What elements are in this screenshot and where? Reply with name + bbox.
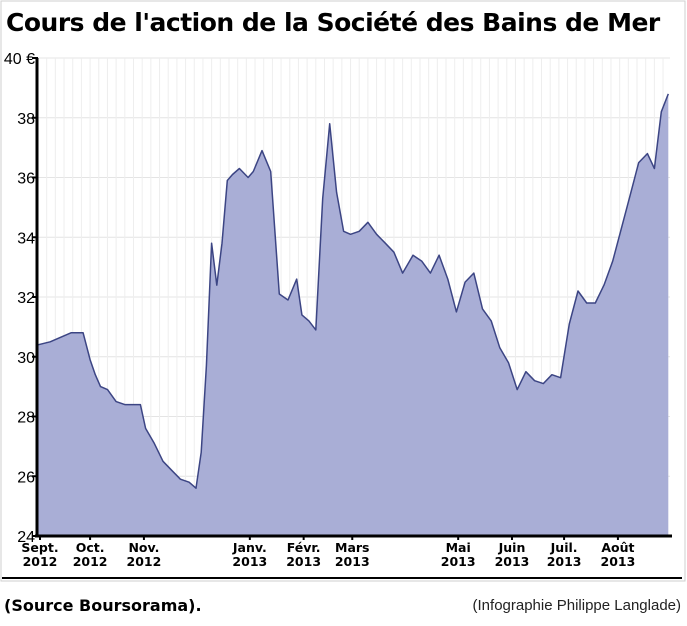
y-tick-label: 34 <box>17 230 35 247</box>
price-area <box>38 93 669 537</box>
y-tick-label: 36 <box>17 171 35 188</box>
y-axis-ticks: 24 26 28 30 32 34 36 38 40 € <box>4 51 38 546</box>
x-tick-label: Janv. 2013 <box>232 540 267 569</box>
x-tick-label: Mai 2013 <box>441 540 476 569</box>
x-axis-ticks: Sept. 2012 Oct. 2012 Nov. 2012 Janv. 2013 Févr. 2… <box>21 536 635 569</box>
y-tick-label: 24 <box>17 529 35 546</box>
infographic-credit: (Infographie Philippe Langlade) <box>472 597 681 614</box>
x-tick-label: Juil. 2013 <box>547 540 582 569</box>
x-tick-label: Nov. 2012 <box>127 540 162 569</box>
price-line <box>37 93 669 489</box>
x-tick-label: Juin 2013 <box>495 540 530 569</box>
x-tick-label: Août 2013 <box>601 540 636 569</box>
x-tick-label: Oct. 2012 <box>73 540 108 569</box>
y-tick-label: 26 <box>17 469 35 486</box>
y-tick-label: 40 € <box>4 51 35 68</box>
y-tick-label: 32 <box>17 290 35 307</box>
source-note: (Source Boursorama). <box>4 596 202 615</box>
y-tick-label: 38 <box>17 111 35 128</box>
y-tick-label: 28 <box>17 410 35 427</box>
x-tick-label: Févr. 2013 <box>286 540 321 569</box>
chart-title: Cours de l'action de la Société des Bain… <box>6 8 660 37</box>
y-tick-label: 30 <box>17 350 35 367</box>
x-tick-label: Mars 2013 <box>335 540 370 569</box>
x-tick-label: Sept. 2012 <box>21 540 58 569</box>
